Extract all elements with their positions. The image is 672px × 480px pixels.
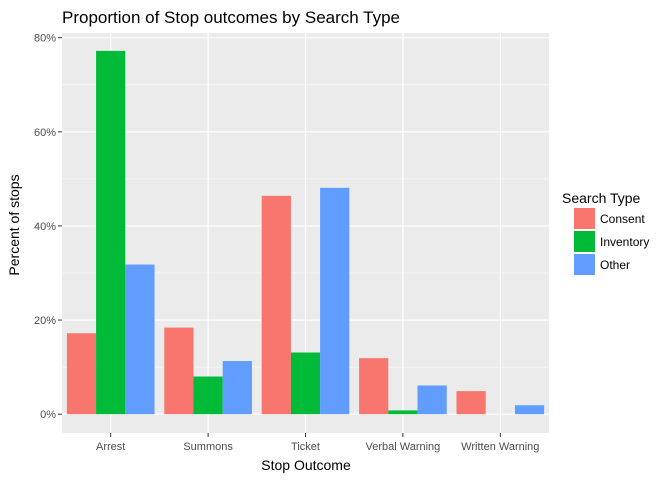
x-tick-label: Ticket <box>291 441 320 453</box>
bar-other-summons <box>222 361 252 415</box>
legend: Search Type Consent Inventory Other <box>562 190 649 275</box>
bar-consent-summons <box>164 327 194 415</box>
y-axis-ticks: 0% 20% 40% 60% 80% <box>34 33 62 421</box>
bar-other-written-warning <box>514 405 545 415</box>
legend-label-other: Other <box>600 258 630 272</box>
x-axis-ticks: Arrest Summons Ticket Verbal Warning Written… <box>96 433 539 453</box>
x-tick-label: Verbal Warning <box>365 441 440 453</box>
x-tick-label: Summons <box>183 441 233 453</box>
bar-inventory-arrest <box>96 50 126 415</box>
y-tick-label: 40% <box>34 221 56 233</box>
bar-inventory-ticket <box>290 352 321 415</box>
bar-other-verbal-warning <box>417 385 447 415</box>
y-tick-label: 60% <box>34 127 56 139</box>
bar-other-ticket <box>320 187 350 415</box>
y-tick-label: 20% <box>34 315 56 327</box>
bars <box>66 50 545 415</box>
legend-key-inventory <box>574 231 595 252</box>
x-tick-label: Written Warning <box>461 441 539 453</box>
legend-key-consent <box>574 208 595 229</box>
bar-consent-verbal-warning <box>359 358 389 415</box>
legend-label-consent: Consent <box>600 212 645 226</box>
bar-other-arrest <box>125 264 155 415</box>
y-axis-title: Percent of stops <box>6 174 22 275</box>
bar-consent-ticket <box>261 195 291 415</box>
y-tick-label: 80% <box>34 33 56 45</box>
legend-title: Search Type <box>562 190 641 206</box>
bar-inventory-verbal-warning <box>388 410 418 415</box>
x-tick-label: Arrest <box>96 441 125 453</box>
legend-key-other <box>574 254 595 275</box>
chart-title: Proportion of Stop outcomes by Search Ty… <box>62 8 400 27</box>
x-axis-title: Stop Outcome <box>261 457 351 473</box>
bar-consent-arrest <box>66 333 97 415</box>
bar-inventory-summons <box>193 376 223 415</box>
legend-label-inventory: Inventory <box>600 235 649 249</box>
bar-consent-written-warning <box>456 391 486 415</box>
y-tick-label: 0% <box>40 409 56 421</box>
